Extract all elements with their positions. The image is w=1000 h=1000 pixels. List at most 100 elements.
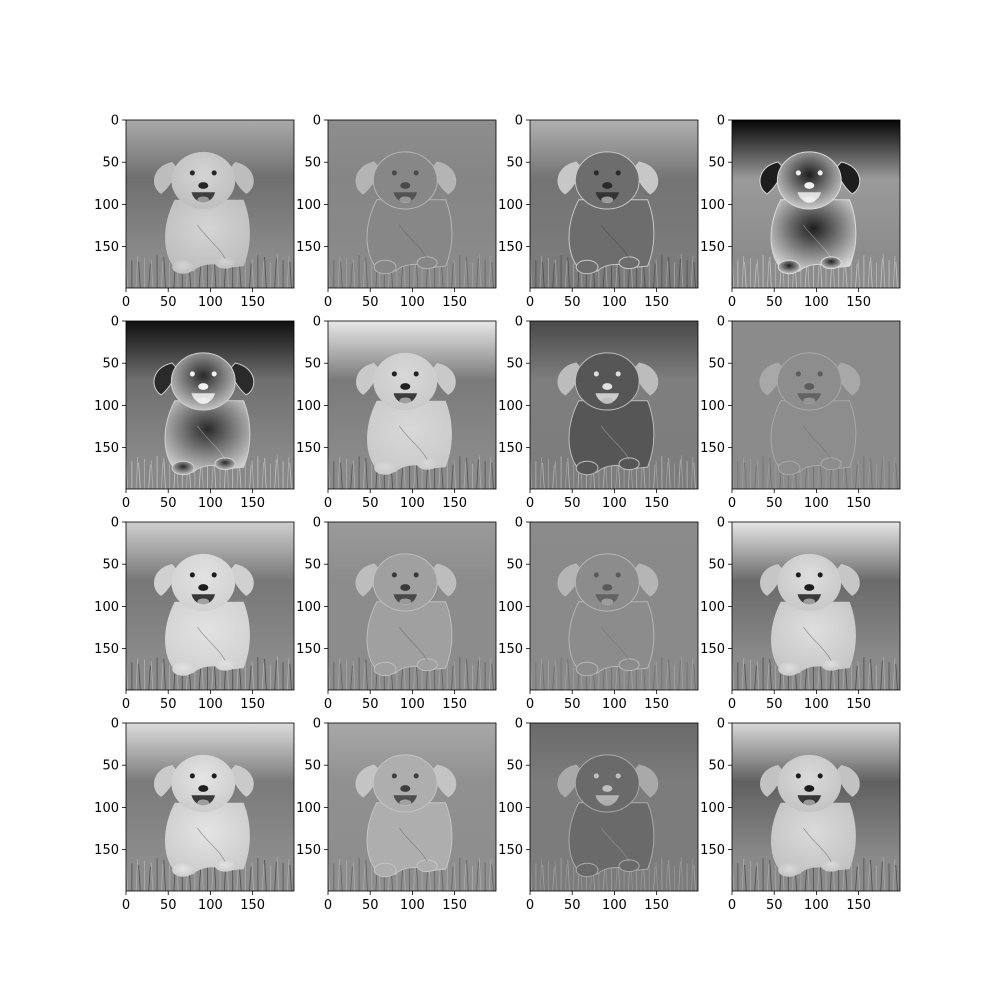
x-tick-label: 150 <box>644 295 669 310</box>
y-tick-label: 0 <box>515 717 523 732</box>
y-tick-label: 0 <box>717 516 725 531</box>
x-tick-label: 100 <box>804 697 829 712</box>
puppy-eye <box>190 572 195 577</box>
puppy-image <box>530 522 698 690</box>
y-tick-label: 150 <box>700 240 725 255</box>
y-tick-label: 150 <box>296 441 321 456</box>
x-tick-label: 100 <box>602 898 627 913</box>
y-tick-label: 100 <box>700 399 725 414</box>
x-tick-label: 50 <box>362 496 379 511</box>
puppy-eye <box>414 773 419 778</box>
puppy <box>356 755 456 877</box>
puppy-image <box>732 120 900 288</box>
puppy-eye <box>796 572 801 577</box>
y-tick-label: 150 <box>700 843 725 858</box>
puppy-image <box>328 321 496 489</box>
x-tick-label: 150 <box>846 898 871 913</box>
x-tick-label: 150 <box>442 295 467 310</box>
puppy <box>558 152 658 274</box>
puppy-nose <box>198 182 208 189</box>
x-tick-label: 150 <box>846 496 871 511</box>
puppy <box>356 152 456 274</box>
y-tick-label: 150 <box>94 240 119 255</box>
puppy-image <box>126 321 294 489</box>
puppy <box>558 554 658 676</box>
x-tick-label: 0 <box>324 496 332 511</box>
puppy-paw <box>172 863 194 876</box>
x-tick-label: 150 <box>442 898 467 913</box>
puppy-eye <box>212 572 217 577</box>
puppy-image <box>732 321 900 489</box>
y-tick-label: 100 <box>94 801 119 816</box>
y-tick-label: 150 <box>94 441 119 456</box>
puppy-tongue <box>601 799 613 806</box>
puppy-paw <box>576 461 598 474</box>
puppy <box>356 554 456 676</box>
x-tick-label: 0 <box>728 295 736 310</box>
puppy-image <box>328 120 496 288</box>
puppy-eye <box>212 773 217 778</box>
y-tick-label: 100 <box>94 399 119 414</box>
puppy-eye <box>616 773 621 778</box>
puppy-eye <box>190 773 195 778</box>
y-tick-label: 150 <box>94 843 119 858</box>
puppy-eye <box>594 773 599 778</box>
x-tick-label: 0 <box>526 697 534 712</box>
y-tick-label: 100 <box>296 399 321 414</box>
puppy-body <box>771 602 856 673</box>
y-tick-label: 100 <box>296 801 321 816</box>
y-tick-label: 100 <box>498 801 523 816</box>
puppy-paw <box>619 860 639 872</box>
y-tick-label: 150 <box>296 843 321 858</box>
x-tick-label: 0 <box>324 295 332 310</box>
y-tick-label: 150 <box>296 642 321 657</box>
puppy-tongue <box>399 397 411 404</box>
puppy-tongue <box>399 598 411 605</box>
puppy-image <box>530 321 698 489</box>
puppy-nose <box>400 584 410 591</box>
puppy-paw <box>374 662 396 675</box>
x-tick-label: 0 <box>122 898 130 913</box>
y-tick-label: 150 <box>498 441 523 456</box>
x-tick-label: 150 <box>442 496 467 511</box>
puppy-paw <box>821 659 841 671</box>
x-tick-label: 150 <box>240 295 265 310</box>
x-tick-label: 150 <box>846 295 871 310</box>
puppy-image <box>732 522 900 690</box>
puppy-paw <box>778 461 800 474</box>
puppy-body <box>367 200 452 271</box>
y-tick-label: 100 <box>700 600 725 615</box>
x-tick-label: 50 <box>766 697 783 712</box>
puppy <box>760 353 860 475</box>
puppy-body <box>367 401 452 472</box>
puppy-image <box>732 723 900 891</box>
x-tick-label: 150 <box>442 697 467 712</box>
x-tick-label: 150 <box>240 697 265 712</box>
puppy-eye <box>414 170 419 175</box>
puppy-eye <box>414 371 419 376</box>
y-tick-label: 100 <box>94 600 119 615</box>
puppy-nose <box>804 785 814 792</box>
puppy-paw <box>619 458 639 470</box>
y-tick-label: 50 <box>708 357 725 372</box>
puppy-eye <box>594 572 599 577</box>
puppy-tongue <box>197 598 209 605</box>
puppy-paw <box>172 260 194 273</box>
y-tick-label: 50 <box>506 156 523 171</box>
x-tick-label: 50 <box>160 697 177 712</box>
y-tick-label: 50 <box>102 357 119 372</box>
puppy-paw <box>821 458 841 470</box>
x-tick-label: 0 <box>728 898 736 913</box>
puppy-paw <box>417 257 437 269</box>
y-tick-label: 0 <box>313 717 321 732</box>
y-tick-label: 100 <box>498 600 523 615</box>
puppy-image <box>126 120 294 288</box>
puppy-body <box>569 200 654 271</box>
puppy-image <box>328 522 496 690</box>
puppy-body <box>771 200 856 271</box>
y-tick-label: 150 <box>700 642 725 657</box>
puppy-image <box>328 723 496 891</box>
puppy-eye <box>616 170 621 175</box>
y-tick-label: 0 <box>313 516 321 531</box>
puppy-nose <box>198 785 208 792</box>
